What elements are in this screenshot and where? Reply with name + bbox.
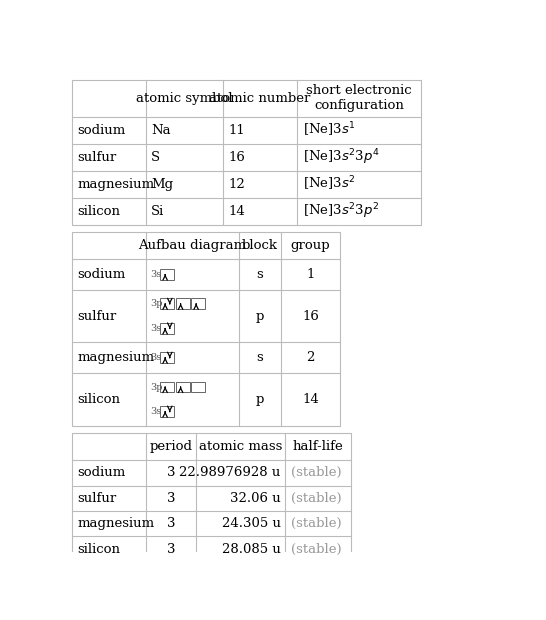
Text: sodium: sodium	[78, 268, 126, 281]
Text: Na: Na	[151, 124, 171, 137]
Text: 24.305 u: 24.305 u	[222, 517, 281, 530]
Text: 32.06 u: 32.06 u	[230, 492, 281, 505]
Text: 16: 16	[302, 309, 319, 322]
Text: sodium: sodium	[78, 466, 126, 479]
Text: group: group	[290, 239, 330, 252]
Text: atomic mass: atomic mass	[199, 440, 282, 453]
Text: sulfur: sulfur	[78, 309, 117, 322]
Text: 3s: 3s	[150, 324, 162, 333]
Text: [Ne]3$s^2$: [Ne]3$s^2$	[303, 175, 355, 193]
Bar	[192, 298, 205, 309]
Text: Si: Si	[151, 205, 164, 218]
Bar	[161, 269, 174, 280]
Text: 1: 1	[306, 268, 314, 281]
Text: p: p	[256, 309, 264, 322]
Text: (stable): (stable)	[292, 492, 342, 505]
Text: 3p: 3p	[150, 299, 163, 308]
Text: period: period	[150, 440, 192, 453]
Text: magnesium: magnesium	[78, 352, 155, 365]
Text: 3: 3	[167, 492, 175, 505]
Text: 3: 3	[167, 517, 175, 530]
Text: block: block	[242, 239, 278, 252]
Text: 14: 14	[302, 393, 319, 406]
Bar	[72, 433, 351, 562]
Text: silicon: silicon	[78, 205, 121, 218]
Text: (stable): (stable)	[292, 542, 342, 556]
Text: 3s: 3s	[150, 407, 162, 416]
Text: sulfur: sulfur	[78, 492, 117, 505]
Bar	[176, 382, 190, 392]
Text: atomic symbol: atomic symbol	[136, 92, 233, 105]
Text: S: S	[151, 151, 161, 164]
Bar	[161, 406, 174, 417]
Text: [Ne]3$s^1$: [Ne]3$s^1$	[303, 121, 356, 140]
Text: atomic number: atomic number	[209, 92, 311, 105]
Text: [Ne]3$s^2$3$p^4$: [Ne]3$s^2$3$p^4$	[303, 148, 380, 167]
Text: (stable): (stable)	[292, 466, 342, 479]
Text: short electronic
configuration: short electronic configuration	[306, 84, 412, 112]
Text: 3: 3	[167, 542, 175, 556]
Bar	[161, 298, 174, 309]
Bar	[192, 382, 205, 392]
Text: (stable): (stable)	[292, 517, 342, 530]
Text: 3s: 3s	[150, 353, 162, 362]
Bar	[161, 382, 174, 392]
Bar	[72, 80, 421, 224]
Text: silicon: silicon	[78, 542, 121, 556]
Text: 2: 2	[306, 352, 314, 365]
Bar	[161, 323, 174, 334]
Text: 11: 11	[229, 124, 245, 137]
Text: 12: 12	[229, 177, 245, 190]
Bar	[176, 298, 190, 309]
Bar	[72, 232, 340, 425]
Text: [Ne]3$s^2$3$p^2$: [Ne]3$s^2$3$p^2$	[303, 202, 379, 221]
Text: p: p	[256, 393, 264, 406]
Text: 3: 3	[167, 466, 175, 479]
Text: sulfur: sulfur	[78, 151, 117, 164]
Text: half-life: half-life	[293, 440, 343, 453]
Text: Aufbau diagram: Aufbau diagram	[138, 239, 246, 252]
Text: Mg: Mg	[151, 177, 173, 190]
Text: s: s	[257, 268, 263, 281]
Text: 28.085 u: 28.085 u	[222, 542, 281, 556]
Text: 14: 14	[229, 205, 245, 218]
Bar	[161, 352, 174, 363]
Text: 22.98976928 u: 22.98976928 u	[179, 466, 281, 479]
Text: 3s: 3s	[150, 270, 162, 279]
Text: s: s	[257, 352, 263, 365]
Text: 3p: 3p	[150, 383, 163, 391]
Text: 16: 16	[229, 151, 246, 164]
Text: sodium: sodium	[78, 124, 126, 137]
Text: magnesium: magnesium	[78, 517, 155, 530]
Text: magnesium: magnesium	[78, 177, 155, 190]
Text: silicon: silicon	[78, 393, 121, 406]
